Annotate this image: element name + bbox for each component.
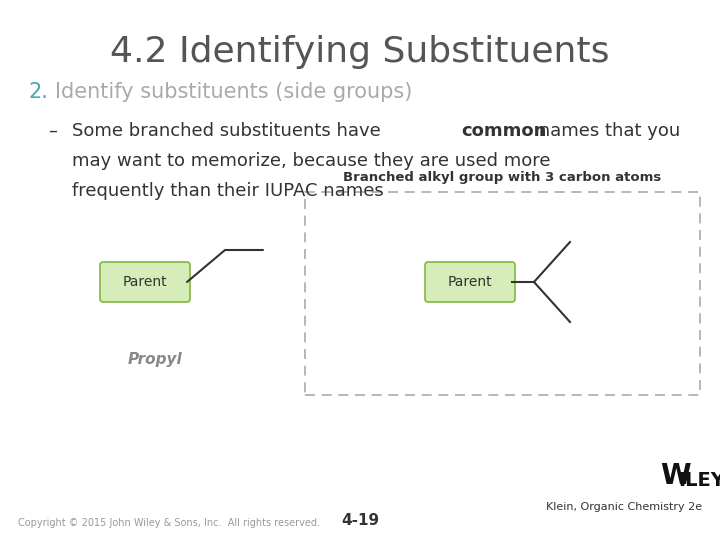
FancyBboxPatch shape	[425, 262, 515, 302]
Text: 4-19: 4-19	[341, 513, 379, 528]
Text: Propyl: Propyl	[127, 352, 182, 367]
FancyBboxPatch shape	[100, 262, 190, 302]
Text: W: W	[660, 462, 690, 490]
Text: Parent: Parent	[448, 275, 492, 289]
Text: ILEY: ILEY	[678, 471, 720, 490]
Text: 4.2 Identifying Substituents: 4.2 Identifying Substituents	[110, 35, 610, 69]
Text: may want to memorize, because they are used more: may want to memorize, because they are u…	[72, 152, 551, 170]
Text: –: –	[48, 122, 57, 140]
Text: Branched alkyl group with 3 carbon atoms: Branched alkyl group with 3 carbon atoms	[343, 171, 662, 184]
Text: 2.: 2.	[28, 82, 48, 102]
Text: names that you: names that you	[533, 122, 680, 140]
Text: Klein, Organic Chemistry 2e: Klein, Organic Chemistry 2e	[546, 502, 702, 512]
Text: Identify substituents (side groups): Identify substituents (side groups)	[55, 82, 413, 102]
Text: common: common	[462, 122, 547, 140]
Text: frequently than their IUPAC names: frequently than their IUPAC names	[72, 182, 384, 200]
Text: Parent: Parent	[122, 275, 167, 289]
Text: Copyright © 2015 John Wiley & Sons, Inc.  All rights reserved.: Copyright © 2015 John Wiley & Sons, Inc.…	[18, 518, 320, 528]
Text: Some branched substituents have: Some branched substituents have	[72, 122, 387, 140]
